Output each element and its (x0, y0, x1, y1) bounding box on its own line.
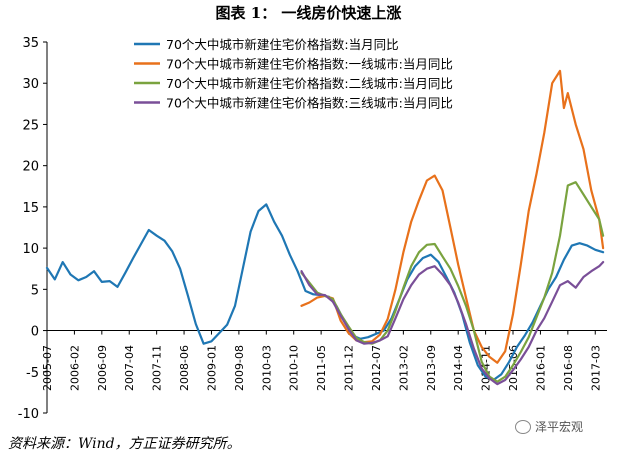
wechat-icon (515, 419, 531, 434)
x-tick-label: 2016-08 (562, 345, 575, 391)
x-tick-label: 2007-11 (151, 345, 164, 391)
x-tick-label: 2010-03 (260, 345, 273, 391)
legend-label-3: 70个大中城市新建住宅价格指数:二线城市:当月同比 (166, 76, 453, 91)
legend-label-4: 70个大中城市新建住宅价格指数:三线城市:当月同比 (166, 96, 453, 111)
x-tick-label: 2006-02 (68, 345, 81, 391)
source-note: 资料来源：Wind，方正证券研究所。 (8, 436, 241, 452)
x-tick-label: 2009-01 (205, 345, 218, 391)
legend-label-2: 70个大中城市新建住宅价格指数:一线城市:当月同比 (166, 57, 453, 72)
x-tick-label: 2005-07 (41, 345, 54, 391)
series-line-3 (300, 181, 605, 383)
y-tick-label: 35 (22, 36, 39, 51)
y-tick-label: 20 (22, 160, 39, 175)
y-tick-label: 25 (22, 118, 39, 133)
x-tick-label: 2011-12 (343, 345, 356, 391)
legend-label-1: 70个大中城市新建住宅价格指数:当月同比 (166, 37, 399, 52)
x-tick-label: 2010-10 (288, 345, 301, 391)
y-tick-label: 15 (22, 201, 39, 216)
x-tick-label: 2011-05 (315, 345, 328, 391)
watermark: 泽平宏观 (515, 418, 583, 435)
x-tick-label: 2014-04 (452, 345, 465, 391)
x-tick-label: 2016-01 (534, 345, 547, 391)
x-tick-label: 2013-09 (425, 345, 438, 391)
x-tick-label: 2013-02 (397, 345, 410, 391)
x-tick-label: 2007-04 (123, 345, 136, 391)
x-tick-label: 2008-06 (178, 345, 191, 391)
watermark-text: 泽平宏观 (535, 420, 584, 434)
y-tick-label: 10 (22, 242, 39, 257)
x-tick-label: 2012-07 (370, 345, 383, 391)
x-tick-label: 2017-03 (589, 345, 602, 391)
figure-title: 图表 1： 一线房价快速上涨 (215, 4, 402, 22)
y-tick-label: 0 (31, 325, 39, 340)
y-tick-label: 5 (31, 283, 39, 298)
y-tick-label: -5 (26, 366, 39, 381)
series-line-2 (300, 69, 605, 364)
y-tick-label: 30 (22, 77, 39, 92)
x-tick-label: 2009-08 (233, 345, 246, 391)
series-line-4 (300, 261, 605, 386)
y-tick-label: -10 (18, 407, 39, 422)
x-tick-label: 2006-09 (96, 345, 109, 391)
